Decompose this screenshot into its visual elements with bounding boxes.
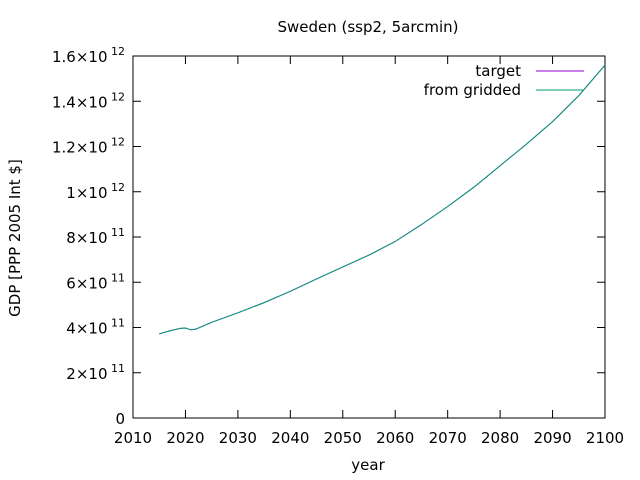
x-tick-label: 2070 (429, 429, 467, 447)
legend-label: from gridded (424, 81, 521, 99)
y-tick-label: 1.6×10 12 (52, 45, 125, 66)
x-tick-label: 2080 (481, 429, 519, 447)
x-tick-label: 2020 (166, 429, 204, 447)
x-tick-label: 2050 (324, 429, 362, 447)
y-tick-label: 4×10 11 (66, 317, 125, 338)
x-tick-label: 2010 (114, 429, 152, 447)
x-tick-label: 2090 (533, 429, 571, 447)
x-tick-label: 2100 (586, 429, 624, 447)
series-line (159, 64, 606, 335)
series-layer (159, 64, 606, 335)
y-axis-label: GDP [PPP 2005 Int $] (6, 159, 24, 317)
y-tick-label: 0 (115, 410, 125, 428)
y-tick-label: 2×10 11 (66, 362, 125, 383)
x-axis-label: year (351, 456, 385, 474)
y-tick-label: 1.2×10 12 (52, 136, 125, 157)
y-tick-label: 6×10 11 (66, 271, 125, 292)
x-tick-label: 2060 (376, 429, 414, 447)
series-line (159, 64, 606, 335)
plot-frame (132, 55, 606, 419)
x-tick-label: 2030 (219, 429, 257, 447)
plot-area: 2010 2020 2030 2040 2050 2060 2070 2080 2090 2100… (52, 45, 624, 447)
chart-title: Sweden (ssp2, 5arcmin) (277, 18, 458, 36)
y-tick-label: 8×10 11 (66, 226, 125, 247)
x-tick-label: 2040 (271, 429, 309, 447)
y-tick-label: 1×10 12 (66, 181, 125, 202)
y-tick-label: 1.4×10 12 (52, 90, 125, 111)
legend-label: target (475, 62, 521, 80)
